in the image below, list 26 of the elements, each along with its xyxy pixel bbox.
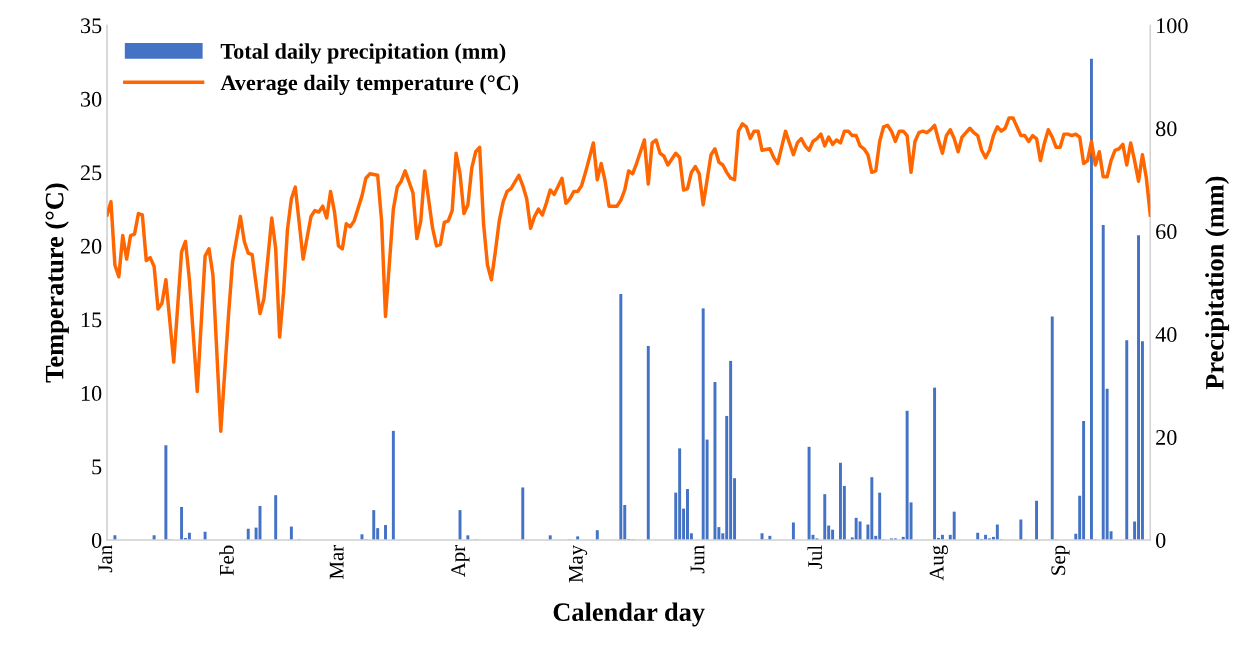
x-axis-title: Calendar day — [553, 602, 705, 627]
y-tick-label: 30 — [81, 91, 102, 107]
y-tick-label: 10 — [81, 385, 102, 401]
x-tick-label: Feb — [219, 545, 234, 576]
x-tick-label: May — [568, 544, 588, 583]
y2-tick-label: 40 — [1155, 327, 1177, 343]
legend-label: Average daily temperature (°C) — [220, 74, 519, 96]
y2-tick-label: 80 — [1156, 121, 1177, 137]
y-tick-label: 5 — [92, 459, 102, 475]
x-tick-label: Aug — [929, 545, 948, 581]
y-tick-label: 25 — [80, 165, 102, 181]
y2-tick-label: 100 — [1157, 18, 1188, 34]
legend-label: Total daily precipitation (mm) — [220, 43, 506, 64]
y2-axis-title: Precipitation (mm) — [1205, 176, 1230, 390]
x-tick-label: Apr — [451, 545, 470, 578]
x-tick-label: Mar — [329, 545, 344, 579]
x-tick-label: Jun — [690, 545, 705, 574]
y-tick-label: 20 — [80, 238, 102, 254]
x-tick-label: Jul — [807, 545, 823, 569]
y-tick-label: 15 — [81, 312, 102, 328]
y2-tick-label: 20 — [1156, 429, 1177, 445]
y2-tick-label: 0 — [1156, 532, 1166, 548]
y2-tick-label: 60 — [1156, 224, 1177, 240]
y-axis-title: Temperature (°C) — [44, 183, 69, 383]
y-tick-label: 35 — [81, 18, 102, 34]
x-tick-label: Sep — [1051, 545, 1070, 575]
